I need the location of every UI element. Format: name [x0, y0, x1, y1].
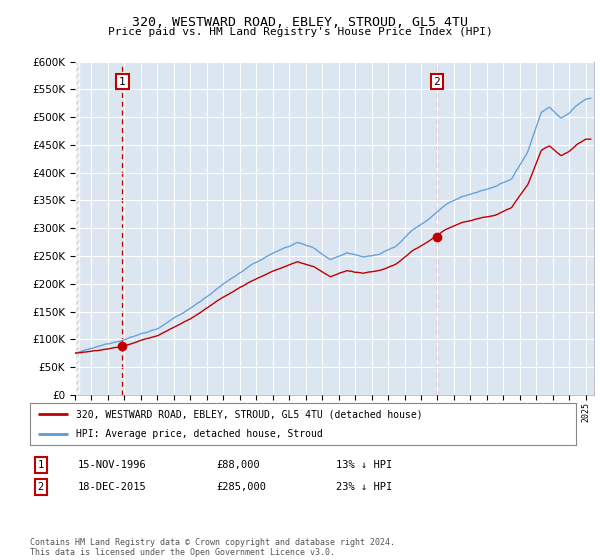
Text: £88,000: £88,000: [216, 460, 260, 470]
Text: 23% ↓ HPI: 23% ↓ HPI: [336, 482, 392, 492]
Text: 15-NOV-1996: 15-NOV-1996: [78, 460, 147, 470]
Text: 2: 2: [433, 77, 440, 87]
Text: 1: 1: [119, 77, 126, 87]
Text: 320, WESTWARD ROAD, EBLEY, STROUD, GL5 4TU: 320, WESTWARD ROAD, EBLEY, STROUD, GL5 4…: [132, 16, 468, 29]
Text: Contains HM Land Registry data © Crown copyright and database right 2024.
This d: Contains HM Land Registry data © Crown c…: [30, 538, 395, 557]
Text: 2: 2: [38, 482, 44, 492]
Text: HPI: Average price, detached house, Stroud: HPI: Average price, detached house, Stro…: [76, 429, 323, 438]
Text: 320, WESTWARD ROAD, EBLEY, STROUD, GL5 4TU (detached house): 320, WESTWARD ROAD, EBLEY, STROUD, GL5 4…: [76, 409, 423, 419]
Text: 13% ↓ HPI: 13% ↓ HPI: [336, 460, 392, 470]
Text: 1: 1: [38, 460, 44, 470]
Text: 18-DEC-2015: 18-DEC-2015: [78, 482, 147, 492]
Polygon shape: [75, 62, 79, 395]
Text: £285,000: £285,000: [216, 482, 266, 492]
Text: Price paid vs. HM Land Registry's House Price Index (HPI): Price paid vs. HM Land Registry's House …: [107, 27, 493, 37]
